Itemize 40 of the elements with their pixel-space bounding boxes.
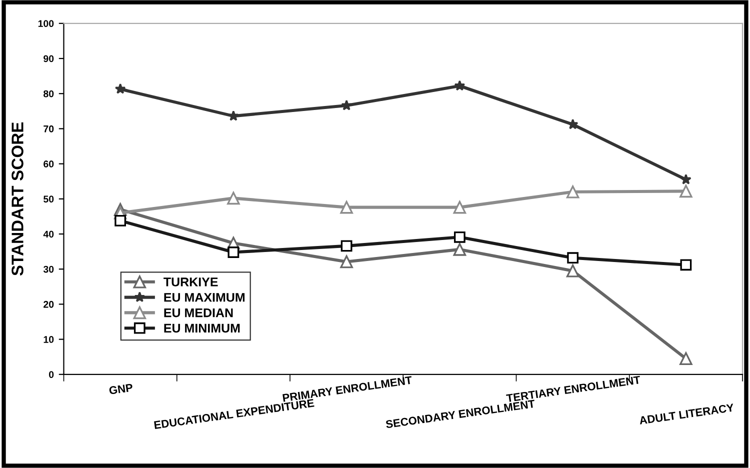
y-tick-label: 40 bbox=[43, 230, 54, 238]
point bbox=[340, 200, 353, 214]
point bbox=[680, 259, 692, 271]
y-tick-label: 20 bbox=[44, 300, 54, 308]
point bbox=[453, 200, 466, 214]
point bbox=[454, 80, 466, 91]
y-tick-label: 10 bbox=[44, 336, 54, 343]
point bbox=[114, 83, 126, 94]
y-tick-label: 60 bbox=[44, 160, 54, 168]
y-tick-label: 70 bbox=[44, 125, 54, 132]
x-tick-label: TERTIARY ENROLLMENT bbox=[506, 376, 641, 402]
point bbox=[680, 352, 692, 365]
point bbox=[567, 252, 579, 264]
point bbox=[454, 231, 466, 243]
point bbox=[680, 174, 692, 184]
point bbox=[340, 240, 352, 252]
point bbox=[341, 100, 352, 110]
point bbox=[453, 243, 466, 256]
x-tick-label: ADULT LITERACY bbox=[638, 403, 734, 425]
x-tick-label: GNP bbox=[108, 383, 133, 395]
legend-label: EU MAXIMUM bbox=[164, 293, 245, 302]
point bbox=[680, 184, 692, 198]
y-tick-label: 30 bbox=[43, 266, 54, 273]
y-axis-title: STANDART SCORE bbox=[12, 122, 24, 276]
point bbox=[228, 246, 240, 258]
point bbox=[566, 185, 580, 198]
y-tick-label: 80 bbox=[44, 90, 54, 98]
point bbox=[114, 214, 126, 226]
point bbox=[228, 110, 239, 121]
y-tick-label: 50 bbox=[44, 196, 54, 203]
point bbox=[566, 264, 580, 278]
legend-label: TURKIYE bbox=[164, 278, 218, 286]
legend-label: EU MEDIAN bbox=[164, 308, 233, 318]
legend-label: EU MINIMUM bbox=[164, 324, 240, 333]
y-tick-label: 90 bbox=[44, 55, 54, 62]
y-tick-label: 100 bbox=[38, 20, 54, 28]
y-tick-label: 0 bbox=[49, 371, 54, 378]
point bbox=[340, 255, 353, 268]
point bbox=[227, 192, 240, 205]
x-tick-label: SECONDARY ENROLLMENT bbox=[385, 400, 536, 428]
